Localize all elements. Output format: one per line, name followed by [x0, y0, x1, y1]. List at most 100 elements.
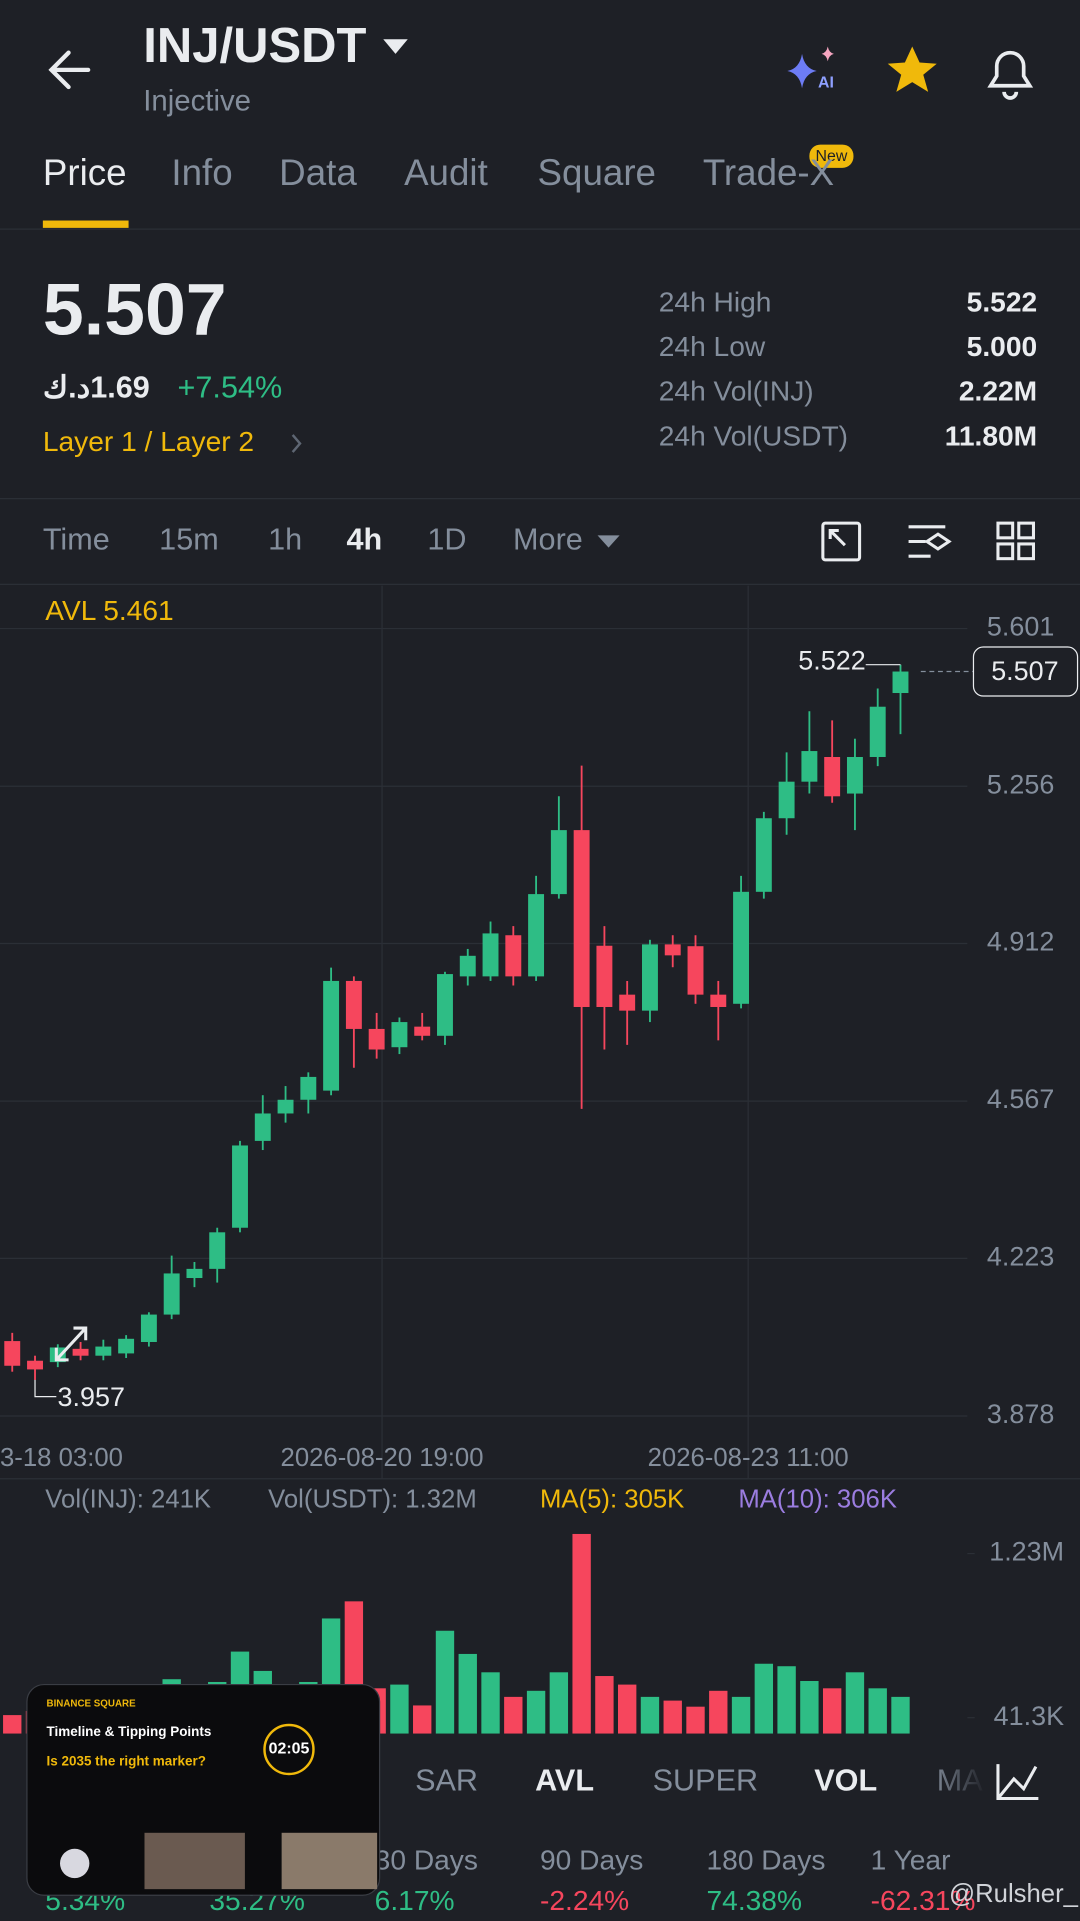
performance-value: 6.17% — [375, 1884, 455, 1916]
candle-body — [391, 1022, 408, 1048]
volume-bar — [731, 1696, 751, 1734]
volume-tick-label: 1.23M — [989, 1537, 1064, 1567]
tab[interactable]: Square — [538, 152, 656, 193]
candle-body — [140, 1314, 157, 1342]
performance-value: -62.31% — [871, 1884, 976, 1916]
volume-bar — [686, 1706, 705, 1734]
interval-option[interactable]: 15m — [159, 523, 219, 557]
candle-body — [573, 830, 590, 1007]
back-button[interactable] — [48, 50, 91, 90]
performance-label: 1 Year — [871, 1844, 951, 1876]
performance-label: 90 Days — [540, 1844, 643, 1876]
candle-body — [345, 980, 362, 1029]
video-question: Is 2035 the right marker? — [47, 1753, 206, 1768]
last-price-label: 5.507 — [991, 656, 1058, 686]
candle-body — [300, 1076, 317, 1100]
candle-body — [209, 1232, 226, 1269]
tab[interactable]: Info — [171, 152, 232, 193]
video-title: Timeline & Tipping Points — [47, 1724, 212, 1739]
stat-label: 24h Vol(INJ) — [659, 375, 814, 407]
favorite-button[interactable] — [887, 46, 937, 92]
candle-body — [664, 944, 681, 956]
volume-bar — [3, 1715, 22, 1734]
volume-bar — [618, 1684, 637, 1734]
volume-bar — [504, 1696, 523, 1734]
tab[interactable]: Price — [43, 152, 127, 193]
indicator-option[interactable]: VOL — [814, 1764, 877, 1798]
high-label: 5.522 — [798, 645, 865, 675]
fiat-price: 1.69د.ك — [43, 371, 150, 405]
y-tick-label: 3.878 — [987, 1399, 1054, 1429]
volume-bar — [777, 1666, 796, 1734]
volume-bar — [822, 1688, 842, 1734]
ai-button[interactable]: AI — [787, 46, 834, 92]
stat-value: 5.522 — [967, 285, 1037, 317]
interval-option[interactable]: More — [513, 523, 583, 557]
stat-label: 24h Vol(USDT) — [659, 419, 848, 451]
candle-body — [846, 756, 863, 794]
candle-body — [4, 1341, 21, 1366]
y-tick-label: 4.912 — [987, 927, 1054, 957]
volume-legend: MA(5): 305K — [540, 1486, 684, 1514]
candle-body — [277, 1099, 294, 1114]
interval-option[interactable]: 4h — [347, 523, 383, 557]
candle-body — [733, 891, 750, 1004]
candle-body — [778, 781, 795, 819]
indicator-option[interactable]: AVL — [535, 1764, 594, 1798]
y-tick-label: 5.601 — [987, 612, 1054, 642]
interval-option[interactable]: 1h — [268, 523, 302, 557]
candle-body — [27, 1360, 43, 1370]
indicator-settings[interactable] — [996, 1764, 1039, 1801]
low-marker — [34, 1379, 57, 1398]
candle-body — [687, 946, 704, 995]
low-label: 3.957 — [58, 1382, 125, 1412]
candle-body — [619, 994, 636, 1011]
candle-body — [437, 974, 453, 1036]
tab[interactable]: Data — [279, 152, 357, 193]
stat-label: 24h Low — [659, 330, 766, 362]
candle-body — [755, 818, 772, 892]
volume-bar — [868, 1688, 887, 1734]
volume-bar — [640, 1696, 660, 1734]
y-tick-label: 4.567 — [987, 1084, 1054, 1114]
candle-body — [163, 1273, 180, 1315]
candle-body — [368, 1028, 385, 1050]
indicator-option[interactable]: SAR — [415, 1764, 478, 1798]
indicator-fade — [930, 1758, 986, 1808]
y-tick-label: 4.223 — [987, 1241, 1054, 1271]
volume-bar — [435, 1630, 455, 1734]
alert-button[interactable] — [987, 50, 1034, 100]
interval-option[interactable]: 1D — [427, 523, 466, 557]
sector-tag[interactable]: Layer 1 / Layer 2 — [43, 425, 254, 457]
last-price: 5.507 — [43, 267, 227, 350]
volume-legend: MA(10): 306K — [738, 1486, 897, 1514]
more-dropdown[interactable] — [597, 535, 620, 548]
candle-body — [710, 994, 727, 1007]
watermark: @Rulsher_ — [949, 1880, 1079, 1908]
volume-bar — [413, 1705, 432, 1734]
stat-label: 24h High — [659, 285, 772, 317]
video-brand: BINANCE SQUARE — [47, 1699, 137, 1710]
candle-body — [414, 1026, 431, 1036]
interval-option[interactable]: Time — [43, 523, 110, 557]
video-timer: 02:05 — [269, 1741, 310, 1758]
volume-bar — [800, 1681, 819, 1734]
svg-text:AI: AI — [818, 75, 834, 92]
volume-bar — [595, 1676, 614, 1734]
x-tick-label: 3-18 03:00 — [0, 1444, 123, 1472]
video-overlay[interactable]: BINANCE SQUARE Timeline & Tipping Points… — [26, 1326, 381, 1896]
x-tick-label: 2026-08-20 19:00 — [281, 1444, 484, 1472]
chart-tool-icons[interactable] — [821, 521, 1035, 562]
pair-dropdown[interactable] — [383, 39, 408, 54]
candle-body — [869, 706, 886, 757]
volume-bar — [390, 1684, 409, 1734]
candle-body — [505, 935, 522, 977]
tab[interactable]: Trade-X — [703, 152, 834, 193]
y-tick-label: 5.256 — [987, 769, 1054, 799]
pair-title[interactable]: INJ/USDT — [143, 19, 366, 73]
tab[interactable]: Audit — [404, 152, 488, 193]
candle-body — [95, 1346, 112, 1356]
x-tick-label: 2026-08-23 11:00 — [648, 1444, 849, 1472]
indicator-option[interactable]: SUPER — [653, 1764, 758, 1798]
